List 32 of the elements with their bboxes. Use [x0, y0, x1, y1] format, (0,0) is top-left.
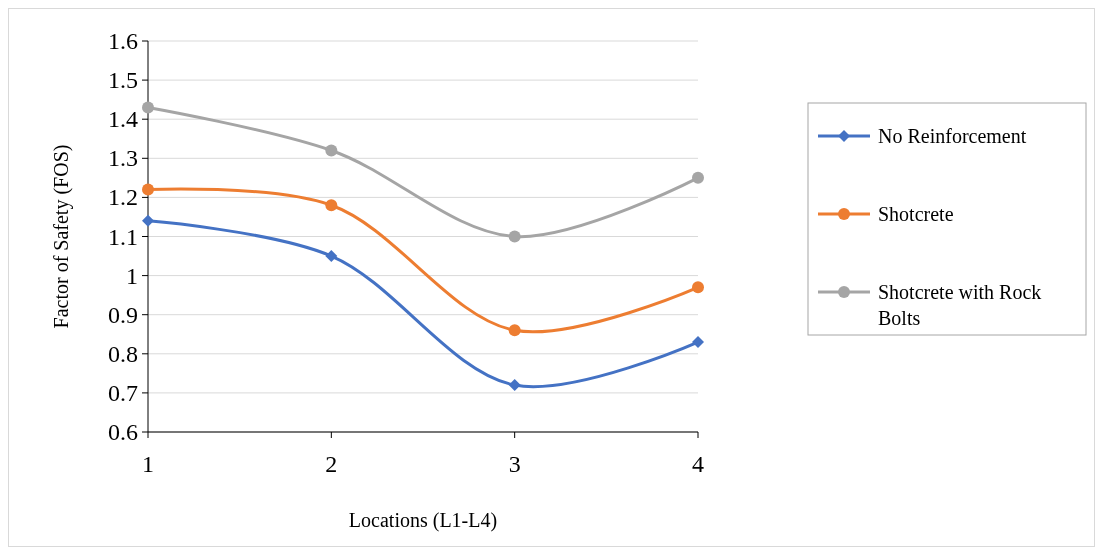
y-tick-label: 0.9 [108, 301, 138, 328]
point [692, 281, 704, 294]
point [508, 379, 521, 392]
y-tick-label: 1.2 [108, 184, 138, 211]
y-tick-label: 1.1 [108, 223, 138, 250]
point [325, 144, 338, 157]
point [508, 230, 521, 243]
x-tick-label: 4 [692, 451, 704, 477]
x-tick-label: 3 [508, 451, 521, 477]
y-tick-label: 0.7 [108, 379, 138, 406]
x-axis-title: Locations (L1-L4) [348, 509, 498, 532]
legend-label: Shotcrete with Rock Bolts [878, 281, 1042, 329]
point [692, 171, 704, 184]
point [325, 199, 338, 212]
x-tick-label: 2 [325, 451, 338, 477]
legend-label: Shotcrete [878, 203, 954, 225]
y-tick-label: 1.4 [108, 106, 138, 133]
point [692, 336, 704, 349]
y-tick-label: 0.6 [108, 419, 138, 445]
y-tick-label: 0.8 [108, 340, 138, 367]
y-tick-label: 1.3 [108, 145, 138, 172]
point [142, 183, 154, 196]
point [142, 101, 154, 114]
y-tick-label: 1.6 [108, 28, 138, 54]
point [142, 214, 154, 227]
point [508, 324, 521, 337]
legend-label: No Reinforcement [878, 125, 1027, 147]
y-tick-label: 1 [126, 262, 138, 289]
y-axis-title: Factor of Safety (FOS) [50, 144, 73, 329]
x-tick-label: 1 [142, 451, 154, 477]
point [325, 250, 338, 263]
y-tick-label: 1.5 [108, 67, 138, 94]
